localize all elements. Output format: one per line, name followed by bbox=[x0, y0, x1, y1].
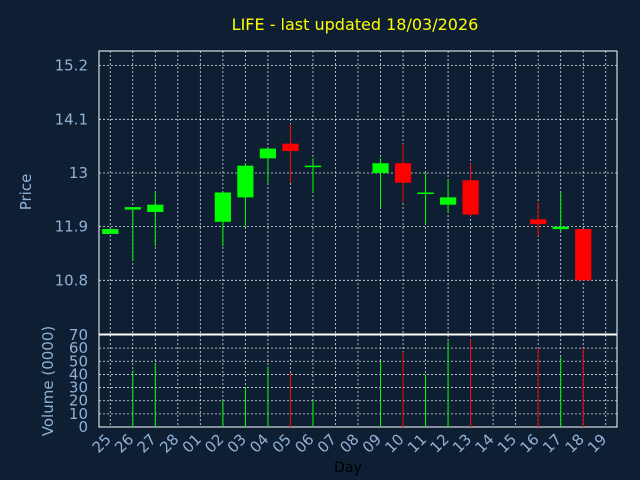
candle-body bbox=[439, 197, 457, 205]
price-tick-label: 13 bbox=[69, 164, 88, 182]
volume-tick-label: 40 bbox=[69, 365, 88, 383]
volume-tick-label: 50 bbox=[69, 352, 88, 370]
candle-body bbox=[462, 180, 479, 215]
price-tick-label: 14.1 bbox=[55, 110, 88, 128]
volume-tick-label: 30 bbox=[69, 379, 88, 397]
candle-body bbox=[530, 219, 547, 225]
candle-body bbox=[394, 163, 412, 183]
price-panel bbox=[98, 50, 618, 335]
x-axis-label: Day bbox=[334, 460, 362, 476]
candle-body bbox=[124, 207, 141, 210]
candle-body bbox=[304, 165, 322, 168]
price-tick-label: 15.2 bbox=[55, 57, 88, 75]
volume-tick-label: 0 bbox=[78, 418, 88, 436]
candle-body bbox=[259, 148, 277, 159]
price-tick-label: 11.9 bbox=[55, 218, 88, 236]
candle-body bbox=[372, 163, 389, 173]
chart-title: LIFE - last updated 18/03/2026 bbox=[232, 15, 479, 34]
candle-body bbox=[575, 229, 592, 281]
candle-body bbox=[282, 143, 299, 152]
candle-body bbox=[237, 165, 254, 198]
candle-body bbox=[214, 192, 231, 222]
x-tick-label: 19 bbox=[584, 430, 610, 456]
volume-tick-label: 70 bbox=[69, 326, 88, 344]
volume-tick-label: 20 bbox=[69, 392, 88, 410]
volume-axis-label: Volume (0000) bbox=[39, 326, 57, 436]
candle-body bbox=[417, 192, 434, 194]
price-axis-label: Price bbox=[17, 174, 35, 211]
candle-body bbox=[102, 229, 119, 234]
volume-panel bbox=[98, 334, 618, 428]
candle-body bbox=[552, 226, 569, 230]
volume-tick-label: 10 bbox=[69, 405, 88, 423]
price-tick-label: 10.8 bbox=[55, 271, 88, 289]
volume-tick-label: 60 bbox=[69, 339, 88, 357]
candle-body bbox=[147, 204, 164, 213]
